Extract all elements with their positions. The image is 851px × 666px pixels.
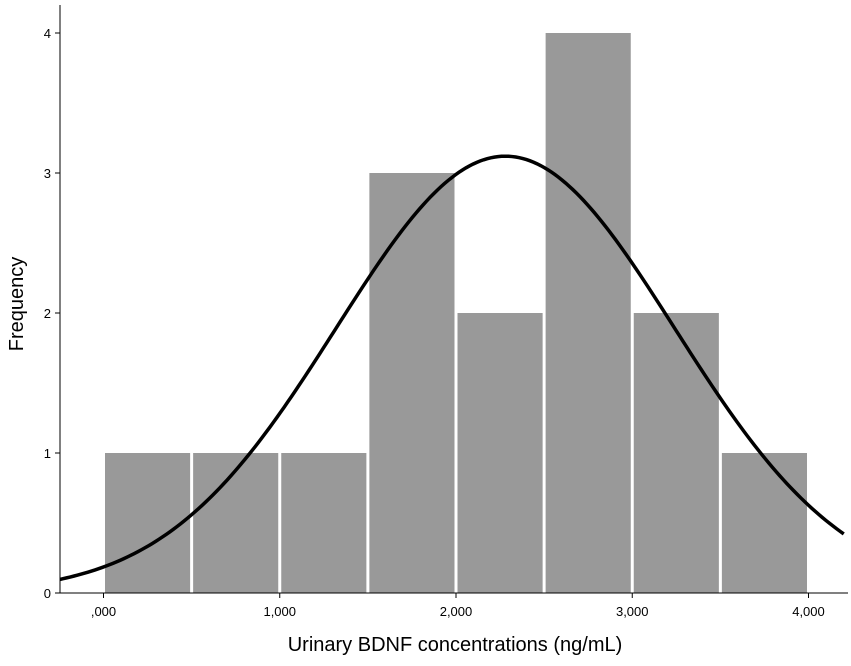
histogram-bar-5 — [457, 313, 543, 593]
x-tick-label-1: 1,000 — [263, 604, 296, 619]
histogram-bar-2 — [193, 453, 279, 593]
histogram-bar-3 — [281, 453, 367, 593]
y-axis-title: Frequency — [6, 257, 28, 352]
histogram-bar-7 — [633, 313, 719, 593]
x-tick-label-2: 2,000 — [440, 604, 473, 619]
x-tick-label-3: 3,000 — [616, 604, 649, 619]
y-tick-label-4: 4 — [44, 26, 51, 41]
x-ticks-layer: ,000 1,000 2,000 3,000 4,000 — [91, 593, 825, 619]
y-tick-label-3: 3 — [44, 166, 51, 181]
x-tick-label-0: ,000 — [91, 604, 116, 619]
x-tick-label-4: 4,000 — [792, 604, 825, 619]
y-tick-label-1: 1 — [44, 446, 51, 461]
y-tick-label-2: 2 — [44, 306, 51, 321]
normal-curve — [59, 154, 845, 582]
histogram-bar-6 — [545, 33, 631, 593]
y-ticks-layer: 0 1 2 3 4 — [44, 26, 60, 601]
bars-layer — [105, 33, 807, 593]
histogram-bar-1 — [105, 453, 191, 593]
y-tick-label-0: 0 — [44, 586, 51, 601]
histogram-bar-4 — [369, 173, 455, 593]
histogram-bar-8 — [721, 453, 807, 593]
x-axis-title: Urinary BDNF concentrations (ng/mL) — [288, 634, 623, 656]
